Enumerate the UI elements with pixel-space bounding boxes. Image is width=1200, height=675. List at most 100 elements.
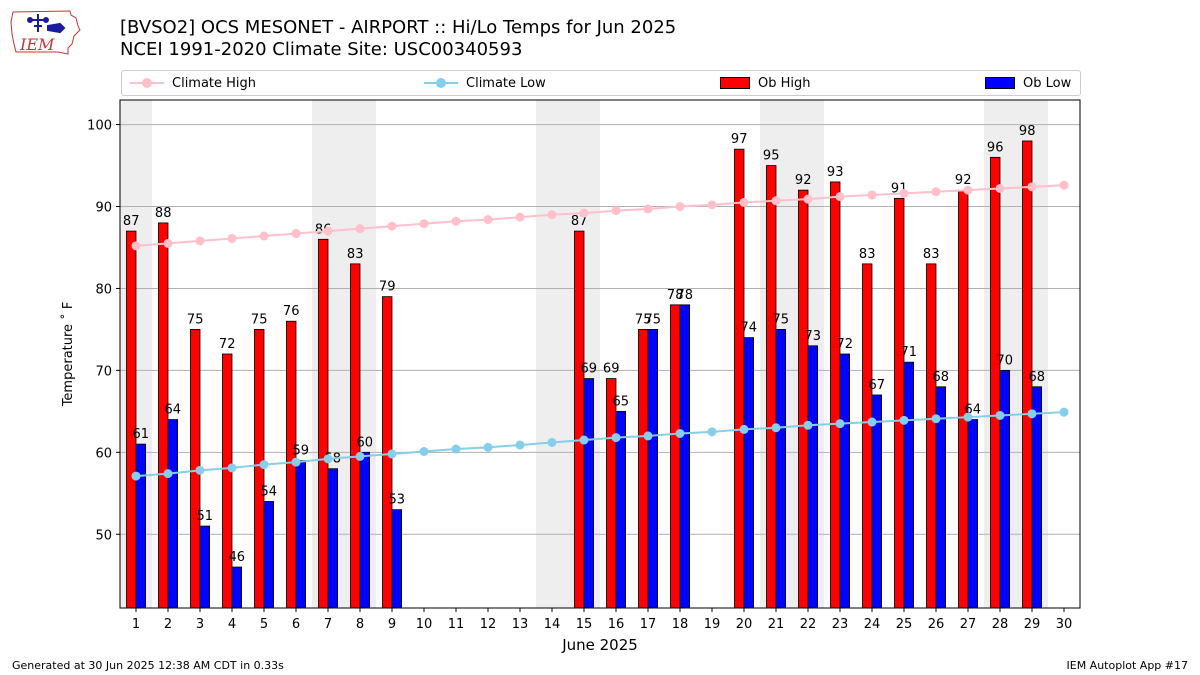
ob-high-label: 72 bbox=[219, 337, 236, 352]
climate-high-point bbox=[995, 183, 1005, 193]
weather-station-icon bbox=[27, 14, 66, 34]
ob-low-label: 71 bbox=[901, 345, 918, 360]
ob-high-label: 75 bbox=[187, 312, 204, 327]
x-tick-label: 10 bbox=[416, 617, 433, 632]
legend-label: Climate High bbox=[172, 75, 257, 91]
climate-low-point bbox=[451, 444, 461, 454]
climate-high-point bbox=[131, 241, 141, 251]
climate-high-point bbox=[259, 231, 269, 241]
ob-high-bar bbox=[638, 329, 649, 608]
ob-high-bar bbox=[766, 165, 777, 608]
ob-low-bar bbox=[359, 451, 371, 608]
ob-low-bar bbox=[679, 304, 691, 608]
ob-low-label: 59 bbox=[293, 444, 310, 459]
y-tick-label: 70 bbox=[95, 364, 112, 379]
app-credit: IEM Autoplot App #17 bbox=[1066, 659, 1189, 672]
ob-high-label: 76 bbox=[283, 304, 300, 319]
ob-low-bar bbox=[935, 386, 947, 608]
ob-low-label: 54 bbox=[261, 484, 278, 499]
climate-low-point bbox=[803, 420, 813, 430]
climate-low-point bbox=[867, 417, 877, 427]
climate-high-point bbox=[771, 196, 781, 206]
ob-low-label: 46 bbox=[229, 550, 246, 565]
x-tick-label: 25 bbox=[896, 617, 913, 632]
ob-low-bar bbox=[839, 353, 851, 608]
x-tick-label: 7 bbox=[324, 617, 332, 632]
climate-high-point bbox=[867, 190, 877, 200]
ob-high-bar bbox=[157, 222, 169, 608]
x-tick-label: 29 bbox=[1024, 617, 1041, 632]
x-tick-label: 3 bbox=[196, 617, 204, 632]
x-tick-label: 21 bbox=[768, 617, 785, 632]
ob-high-label: 92 bbox=[795, 173, 812, 188]
ob-high-bar bbox=[734, 148, 745, 608]
bars-group bbox=[126, 140, 1043, 608]
climate-high-point bbox=[387, 221, 397, 231]
x-tick-label: 9 bbox=[388, 617, 396, 632]
ob-low-bar bbox=[615, 410, 627, 608]
y-tick-label: 100 bbox=[87, 119, 112, 134]
ob-low-bar bbox=[295, 460, 307, 608]
ob-high-bar bbox=[221, 353, 233, 608]
x-tick-label: 23 bbox=[832, 617, 849, 632]
ob-high-bar bbox=[990, 156, 1001, 608]
legend-item-climate-low: Climate Low bbox=[424, 71, 546, 95]
x-tick-label: 2 bbox=[164, 617, 172, 632]
ob-high-label: 87 bbox=[123, 214, 140, 229]
climate-low-point bbox=[675, 428, 685, 438]
ob-low-label: 70 bbox=[997, 353, 1014, 368]
x-tick-label: 22 bbox=[800, 617, 817, 632]
ob-high-bar bbox=[798, 189, 809, 608]
climate-low-point bbox=[259, 460, 269, 470]
x-tick-label: 13 bbox=[512, 617, 529, 632]
ob-low-bar bbox=[871, 394, 883, 608]
x-tick-label: 11 bbox=[448, 617, 465, 632]
climate-high-point bbox=[515, 212, 525, 222]
ob-low-bar bbox=[327, 468, 339, 608]
legend-label: Ob Low bbox=[1023, 75, 1072, 91]
ob-high-bar bbox=[862, 263, 873, 608]
climate-low-point bbox=[131, 471, 141, 481]
climate-low-point bbox=[323, 454, 333, 464]
climate-high-point bbox=[419, 219, 429, 229]
climate-low-point bbox=[291, 457, 301, 467]
chart-subtitle: NCEI 1991-2020 Climate Site: USC00340593 bbox=[120, 39, 523, 60]
ob-low-label: 64 bbox=[165, 403, 182, 418]
ob-high-bar bbox=[830, 181, 841, 608]
climate-high-point bbox=[323, 226, 333, 236]
climate-low-point bbox=[355, 451, 365, 461]
x-axis-label: June 2025 bbox=[561, 636, 638, 654]
ob-low-bar bbox=[199, 525, 211, 608]
climate-high-point bbox=[291, 229, 301, 239]
x-tick-label: 6 bbox=[292, 617, 300, 632]
x-tick-label: 12 bbox=[480, 617, 497, 632]
ob-low-bar bbox=[775, 329, 787, 608]
climate-high-point bbox=[227, 233, 237, 243]
climate-low-point bbox=[419, 447, 429, 457]
chart-legend: Climate High Climate Low Ob High Ob Low bbox=[121, 70, 1081, 96]
ob-low-label: 65 bbox=[613, 394, 630, 409]
ob-low-bar bbox=[647, 329, 659, 608]
ob-low-bar bbox=[263, 501, 275, 608]
x-tick-label: 16 bbox=[608, 617, 625, 632]
ob-high-label: 79 bbox=[379, 280, 396, 295]
climate-low-point bbox=[931, 414, 941, 424]
ob-high-label: 83 bbox=[859, 247, 876, 262]
ob-low-label: 69 bbox=[581, 362, 598, 377]
ob-high-bar bbox=[285, 320, 297, 608]
ob-low-label: 68 bbox=[1029, 370, 1046, 385]
climate-low-point bbox=[899, 415, 909, 425]
x-tick-label: 14 bbox=[544, 617, 561, 632]
legend-line-marker-icon bbox=[424, 78, 458, 88]
ob-high-label: 96 bbox=[987, 140, 1004, 155]
legend-item-climate-high: Climate High bbox=[130, 71, 256, 95]
ob-low-label: 73 bbox=[805, 329, 822, 344]
ob-high-label: 83 bbox=[347, 247, 364, 262]
ob-high-label: 98 bbox=[1019, 124, 1036, 139]
climate-high-point bbox=[643, 204, 653, 214]
legend-line-marker-icon bbox=[130, 78, 164, 88]
ob-high-label: 75 bbox=[635, 312, 652, 327]
ob-low-bar bbox=[967, 419, 979, 608]
climate-low-point bbox=[739, 424, 749, 434]
x-tick-label: 1 bbox=[132, 617, 140, 632]
